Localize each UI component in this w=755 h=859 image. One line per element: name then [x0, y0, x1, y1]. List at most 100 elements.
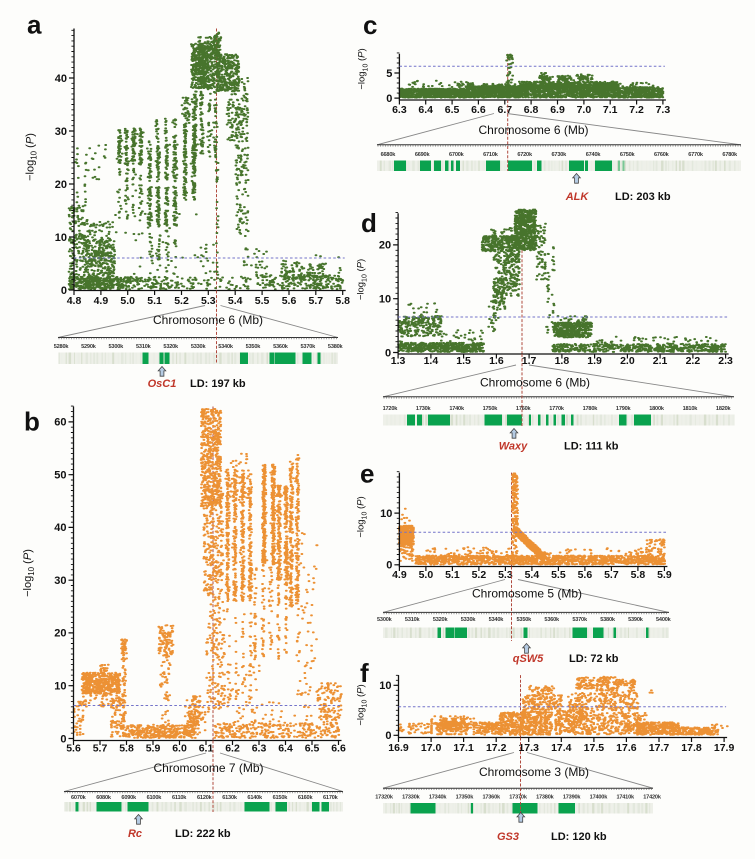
svg-text:20: 20: [55, 179, 67, 191]
svg-text:5: 5: [386, 68, 392, 80]
svg-text:17400k: 17400k: [590, 795, 609, 801]
svg-text:6780k: 6780k: [722, 152, 738, 158]
svg-text:4.9: 4.9: [94, 295, 109, 307]
svg-text:6100k: 6100k: [147, 795, 163, 801]
svg-text:17.8: 17.8: [681, 742, 702, 754]
svg-text:f: f: [360, 658, 369, 688]
svg-text:7.0: 7.0: [577, 104, 592, 116]
svg-text:5.6: 5.6: [66, 743, 81, 755]
svg-text:1.9: 1.9: [587, 355, 602, 367]
svg-text:5.0: 5.0: [419, 569, 434, 581]
svg-text:5280k: 5280k: [54, 344, 70, 350]
svg-text:6680k: 6680k: [381, 152, 397, 158]
svg-text:5.7: 5.7: [604, 569, 619, 581]
svg-text:5.8: 5.8: [119, 743, 134, 755]
svg-text:6.2: 6.2: [225, 743, 240, 755]
svg-text:6.4: 6.4: [278, 743, 293, 755]
svg-text:20: 20: [54, 628, 66, 640]
svg-text:6.7: 6.7: [497, 104, 512, 116]
svg-text:17320k: 17320k: [375, 795, 394, 801]
svg-text:LD: 203 kb: LD: 203 kb: [615, 191, 671, 203]
svg-text:7.2: 7.2: [629, 104, 644, 116]
svg-text:6120k: 6120k: [197, 795, 213, 801]
svg-text:10: 10: [379, 680, 391, 692]
svg-text:7.1: 7.1: [603, 104, 618, 116]
svg-text:Chromosome 6 (Mb): Chromosome 6 (Mb): [478, 123, 588, 137]
svg-text:−log10 (P): −log10 (P): [22, 549, 36, 597]
svg-text:1770k: 1770k: [549, 406, 565, 412]
svg-text:30: 30: [55, 126, 67, 138]
svg-text:5320k: 5320k: [163, 344, 179, 350]
svg-text:OsC1: OsC1: [148, 378, 177, 390]
svg-text:5.9: 5.9: [657, 569, 672, 581]
svg-text:6150k: 6150k: [273, 795, 289, 801]
svg-text:6.1: 6.1: [199, 743, 214, 755]
svg-text:5.6: 5.6: [282, 295, 297, 307]
svg-text:17.2: 17.2: [486, 742, 507, 754]
svg-text:LD: 72 kb: LD: 72 kb: [569, 653, 619, 665]
svg-text:10: 10: [380, 508, 392, 520]
svg-text:−log10 (P): −log10 (P): [25, 133, 39, 181]
svg-text:0: 0: [386, 560, 392, 572]
svg-text:1.8: 1.8: [555, 355, 570, 367]
svg-text:5350k: 5350k: [517, 617, 533, 623]
svg-text:5.7: 5.7: [308, 295, 323, 307]
svg-text:6750k: 6750k: [620, 152, 636, 158]
svg-text:5330k: 5330k: [461, 617, 477, 623]
svg-text:1820k: 1820k: [716, 406, 732, 412]
svg-text:40: 40: [54, 522, 66, 534]
svg-text:5300k: 5300k: [109, 344, 125, 350]
svg-text:6170k: 6170k: [323, 795, 339, 801]
svg-text:5310k: 5310k: [405, 617, 421, 623]
svg-text:5330k: 5330k: [191, 344, 207, 350]
svg-text:b: b: [24, 407, 40, 437]
svg-text:1720k: 1720k: [383, 406, 399, 412]
svg-text:10: 10: [54, 681, 66, 693]
svg-text:6.3: 6.3: [252, 743, 267, 755]
svg-text:1.5: 1.5: [456, 355, 471, 367]
svg-text:−log10 (P): −log10 (P): [356, 684, 369, 725]
svg-text:Chromosome 5 (Mb): Chromosome 5 (Mb): [472, 587, 582, 601]
svg-text:6770k: 6770k: [688, 152, 704, 158]
svg-text:17410k: 17410k: [616, 795, 635, 801]
svg-text:17330k: 17330k: [402, 795, 421, 801]
svg-text:5340k: 5340k: [218, 344, 234, 350]
svg-text:16.9: 16.9: [388, 742, 409, 754]
svg-text:−log10 (P): −log10 (P): [356, 496, 369, 537]
svg-text:LD: 222 kb: LD: 222 kb: [175, 828, 231, 840]
svg-text:6740k: 6740k: [586, 152, 602, 158]
svg-text:1750k: 1750k: [483, 406, 499, 412]
svg-text:1800k: 1800k: [649, 406, 665, 412]
svg-text:1.6: 1.6: [489, 355, 504, 367]
svg-text:0: 0: [385, 730, 391, 742]
svg-text:5.4: 5.4: [228, 295, 243, 307]
svg-text:2.3: 2.3: [718, 355, 733, 367]
svg-text:30: 30: [54, 575, 66, 587]
svg-text:6130k: 6130k: [222, 795, 238, 801]
svg-text:6700k: 6700k: [449, 152, 465, 158]
svg-text:5380k: 5380k: [600, 617, 616, 623]
svg-text:5.2: 5.2: [174, 295, 189, 307]
svg-text:5370k: 5370k: [301, 344, 317, 350]
svg-text:6690k: 6690k: [415, 152, 431, 158]
svg-text:5360k: 5360k: [544, 617, 560, 623]
svg-text:17.1: 17.1: [453, 742, 474, 754]
svg-text:6070k: 6070k: [71, 795, 87, 801]
svg-text:6160k: 6160k: [298, 795, 314, 801]
svg-text:6.6: 6.6: [331, 743, 346, 755]
svg-text:5340k: 5340k: [489, 617, 505, 623]
svg-text:5.4: 5.4: [525, 569, 540, 581]
svg-text:60: 60: [54, 417, 66, 429]
svg-text:10: 10: [55, 232, 67, 244]
svg-text:6.8: 6.8: [524, 104, 539, 116]
svg-text:5290k: 5290k: [81, 344, 97, 350]
svg-text:1760k: 1760k: [516, 406, 532, 412]
svg-text:5.7: 5.7: [93, 743, 108, 755]
svg-text:17.7: 17.7: [649, 742, 670, 754]
svg-text:5350k: 5350k: [246, 344, 262, 350]
svg-text:10: 10: [379, 294, 391, 306]
svg-text:5320k: 5320k: [433, 617, 449, 623]
svg-text:GS3: GS3: [497, 831, 519, 843]
svg-text:1.7: 1.7: [522, 355, 537, 367]
svg-text:6.5: 6.5: [305, 743, 320, 755]
